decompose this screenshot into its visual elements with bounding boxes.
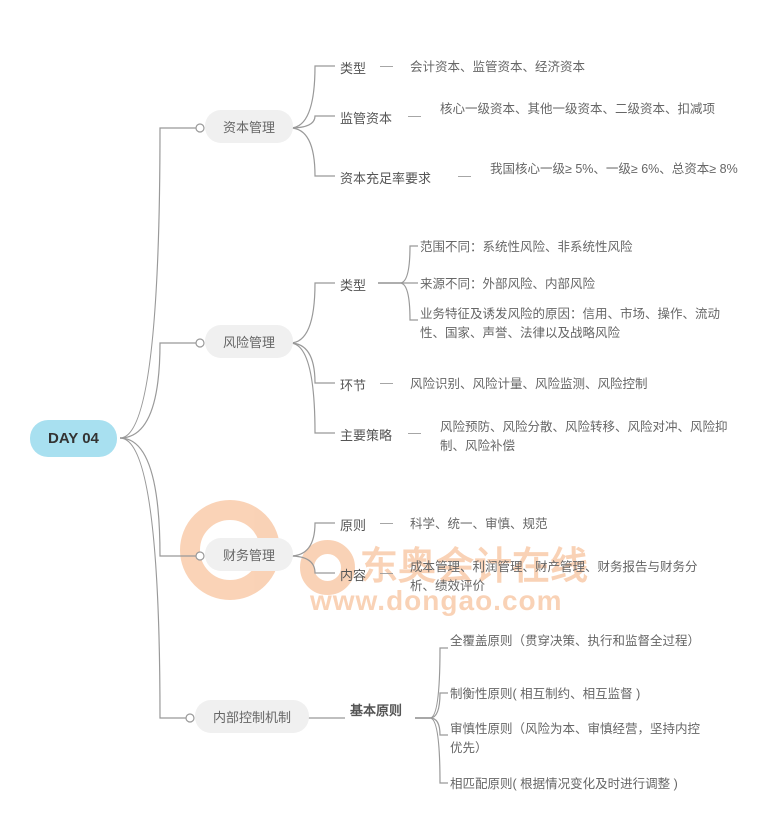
- root-node: DAY 04: [30, 420, 117, 457]
- branch-finance-mgmt: 财务管理: [205, 538, 293, 571]
- branch-internal-control: 内部控制机制: [195, 700, 309, 733]
- leaf-capital-type: 会计资本、监管资本、经济资本: [410, 58, 585, 77]
- leaf-risk-phase: 风险识别、风险计量、风险监测、风险控制: [410, 375, 648, 394]
- leaf-risk-source: 来源不同：外部风险、内部风险: [420, 275, 595, 294]
- leaf-ic-prudence: 审慎性原则（风险为本、审慎经营，坚持内控优先）: [450, 720, 710, 758]
- leaf-fin-principle: 科学、统一、审慎、规范: [410, 515, 548, 534]
- leaf-risk-biz: 业务特征及诱发风险的原因：信用、市场、操作、流动性、国家、声誉、法律以及战略风险: [420, 305, 720, 343]
- leaf-adequacy: 我国核心一级≥ 5%、一级≥ 6%、总资本≥ 8%: [490, 160, 738, 179]
- sub-fin-content: 内容: [340, 565, 366, 584]
- sub-fin-principle: 原则: [340, 515, 366, 534]
- branch-risk-mgmt: 风险管理: [205, 325, 293, 358]
- leaf-ic-match: 相匹配原则( 根据情况变化及时进行调整 ): [450, 775, 678, 794]
- dash: —: [380, 565, 393, 580]
- leaf-ic-balance: 制衡性原则( 相互制约、相互监督 ): [450, 685, 640, 704]
- leaf-risk-scope: 范围不同：系统性风险、非系统性风险: [420, 238, 633, 257]
- leaf-ic-coverage: 全覆盖原则（贯穿决策、执行和监督全过程）: [450, 632, 700, 651]
- dash: —: [408, 108, 421, 123]
- dash: —: [380, 375, 393, 390]
- leaf-fin-content: 成本管理、利润管理、财产管理、财务报告与财务分析、绩效评价: [410, 558, 720, 596]
- sub-reg-capital: 监管资本: [340, 108, 392, 127]
- sub-capital-type: 类型: [340, 58, 366, 77]
- sub-risk-strategy: 主要策略: [340, 425, 392, 444]
- dash: —: [408, 425, 421, 440]
- sub-risk-phase: 环节: [340, 375, 366, 394]
- dash: —: [380, 58, 393, 73]
- sub-risk-type: 类型: [340, 275, 366, 294]
- sub-ic-principle: 基本原则: [350, 700, 402, 719]
- sub-adequacy: 资本充足率要求: [340, 168, 431, 187]
- leaf-risk-strategy: 风险预防、风险分散、风险转移、风险对冲、风险抑制、风险补偿: [440, 418, 740, 456]
- dash: —: [380, 515, 393, 530]
- branch-capital-mgmt: 资本管理: [205, 110, 293, 143]
- dash: —: [458, 168, 471, 183]
- leaf-reg-capital: 核心一级资本、其他一级资本、二级资本、扣减项: [440, 100, 715, 119]
